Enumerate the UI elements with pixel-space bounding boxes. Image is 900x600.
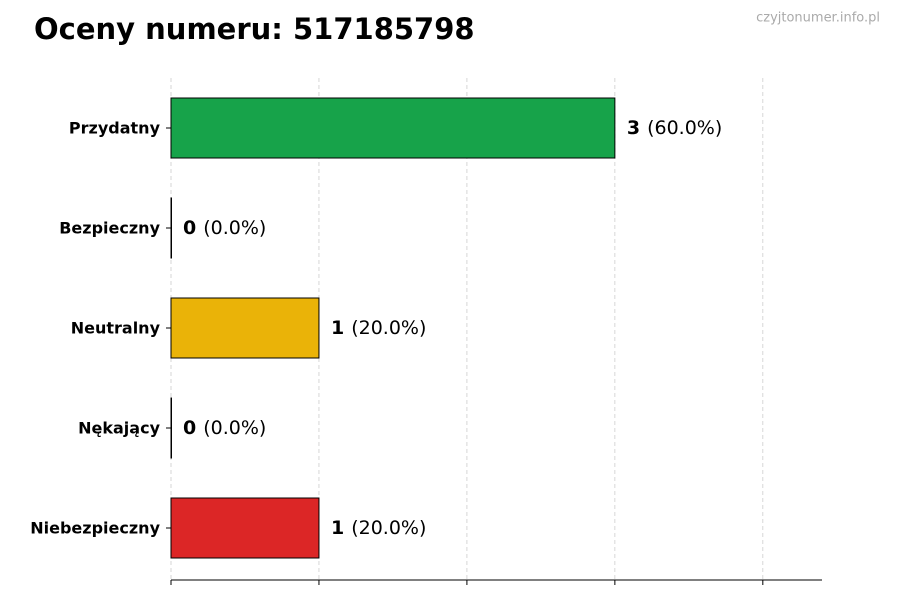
y-tick-label: Bezpieczny	[59, 219, 160, 238]
value-number: 3	[627, 117, 640, 139]
value-label: 0 (0.0%)	[183, 417, 266, 439]
bar	[170, 97, 616, 159]
y-tick-label: Nękający	[78, 419, 160, 438]
share-label: (0.0%)	[203, 217, 266, 239]
watermark: czyjtonumer.info.pl	[756, 11, 880, 26]
value-label: 1 (20.0%)	[331, 317, 426, 339]
share-label: (20.0%)	[351, 517, 426, 539]
share-label: (20.0%)	[351, 317, 426, 339]
value-label: 3 (60.0%)	[627, 117, 722, 139]
bar	[170, 397, 172, 459]
share-label: (60.0%)	[647, 117, 722, 139]
value-number: 1	[331, 317, 344, 339]
value-number: 0	[183, 417, 196, 439]
share-label: (0.0%)	[203, 417, 266, 439]
y-tick-label: Neutralny	[71, 319, 161, 338]
chart-title: Oceny numeru: 517185798	[34, 12, 475, 46]
value-label: 1 (20.0%)	[331, 517, 426, 539]
y-tick-label: Przydatny	[69, 119, 161, 138]
value-number: 1	[331, 517, 344, 539]
value-number: 0	[183, 217, 196, 239]
bar	[170, 297, 320, 359]
value-label: 0 (0.0%)	[183, 217, 266, 239]
y-tick-label: Niebezpieczny	[30, 519, 160, 538]
bar	[170, 497, 320, 559]
bar	[170, 197, 172, 259]
